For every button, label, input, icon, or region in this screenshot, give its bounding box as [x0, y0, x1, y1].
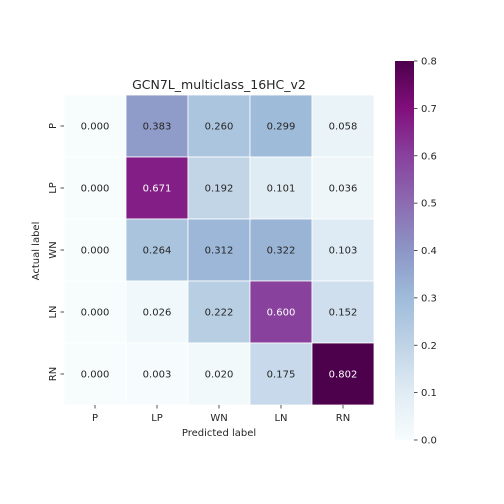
heatmap-cell — [125, 342, 189, 406]
colorbar-tick-label: 0.4 — [421, 246, 437, 257]
heatmap-cell — [311, 280, 375, 344]
heatmap-cell — [125, 218, 189, 282]
x-tick-label: RN — [336, 413, 350, 424]
cell-value-label: 0.671 — [143, 184, 172, 195]
x-tick-label: WN — [210, 413, 227, 424]
heatmap-cell — [311, 94, 375, 158]
colorbar-tick-label: 0.7 — [421, 104, 437, 115]
cell-value-label: 0.000 — [81, 184, 110, 195]
heatmap-cell — [249, 280, 313, 344]
cell-value-label: 0.152 — [329, 308, 358, 319]
y-tick-label: WN — [48, 241, 59, 258]
cell-value-label: 0.101 — [267, 184, 296, 195]
heatmap-cells: 0.000 0.383 0.260 0.299 0.058 0.000 0.671 0.192… — [63, 94, 375, 406]
cell-value-label: 0.058 — [329, 122, 358, 133]
heatmap-cell — [187, 280, 251, 344]
colorbar-tick-label: 0.0 — [421, 436, 437, 447]
heatmap-cell — [311, 342, 375, 406]
colorbar-tick-label: 0.8 — [421, 57, 437, 68]
heatmap-cell — [249, 94, 313, 158]
heatmap-cell — [125, 280, 189, 344]
cell-value-label: 0.192 — [205, 184, 234, 195]
y-axis-label: Actual label — [31, 222, 42, 281]
heatmap-cell — [187, 94, 251, 158]
cell-value-label: 0.299 — [267, 122, 296, 133]
colorbar-tick-label: 0.5 — [421, 199, 437, 210]
y-tick-label: LP — [48, 182, 59, 194]
cell-value-label: 0.264 — [143, 246, 172, 257]
heatmap-cell — [63, 156, 127, 220]
x-axis-label: Predicted label — [182, 428, 256, 439]
heatmap-cell — [187, 218, 251, 282]
x-axis-ticks: P LP WN LN RN — [92, 405, 350, 424]
heatmap-cell — [63, 94, 127, 158]
cell-value-label: 0.000 — [81, 308, 110, 319]
cell-value-label: 0.026 — [143, 308, 172, 319]
heatmap-cell — [187, 156, 251, 220]
heatmap-cell — [187, 342, 251, 406]
cell-value-label: 0.000 — [81, 370, 110, 381]
cell-value-label: 0.802 — [329, 370, 358, 381]
cell-value-label: 0.003 — [143, 370, 172, 381]
x-tick-label: LN — [274, 413, 287, 424]
x-tick-label: P — [92, 413, 98, 424]
colorbar-tick-label: 0.1 — [421, 388, 437, 399]
heatmap-cell — [311, 156, 375, 220]
heatmap-cell — [125, 94, 189, 158]
cell-value-label: 0.000 — [81, 122, 110, 133]
cell-value-label: 0.322 — [267, 246, 296, 257]
x-tick-label: LP — [151, 413, 163, 424]
cell-value-label: 0.000 — [81, 246, 110, 257]
cell-value-label: 0.383 — [143, 122, 172, 133]
chart-title: GCN7L_multiclass_16HC_v2 — [132, 77, 306, 92]
heatmap-cell — [249, 218, 313, 282]
y-tick-label: P — [48, 123, 59, 129]
cell-value-label: 0.312 — [205, 246, 234, 257]
colorbar-ticks: 0.0 0.1 0.2 0.3 0.4 0.5 0.6 0.7 0.8 — [414, 57, 437, 447]
y-axis-ticks: P LP WN LN RN — [48, 123, 64, 381]
cell-value-label: 0.260 — [205, 122, 234, 133]
cell-value-label: 0.175 — [267, 370, 296, 381]
colorbar: 0.0 0.1 0.2 0.3 0.4 0.5 0.6 0.7 0.8 — [395, 57, 437, 447]
colorbar-gradient — [395, 61, 414, 440]
y-tick-label: RN — [48, 367, 59, 381]
cell-value-label: 0.036 — [329, 184, 358, 195]
heatmap-cell — [63, 342, 127, 406]
heatmap-cell — [311, 218, 375, 282]
y-tick-label: LN — [48, 305, 59, 318]
cell-value-label: 0.600 — [267, 308, 296, 319]
colorbar-tick-label: 0.2 — [421, 341, 437, 352]
colorbar-tick-label: 0.6 — [421, 151, 437, 162]
colorbar-tick-label: 0.3 — [421, 293, 437, 304]
cell-value-label: 0.222 — [205, 308, 234, 319]
cell-value-label: 0.103 — [329, 246, 358, 257]
cell-value-label: 0.020 — [205, 370, 234, 381]
